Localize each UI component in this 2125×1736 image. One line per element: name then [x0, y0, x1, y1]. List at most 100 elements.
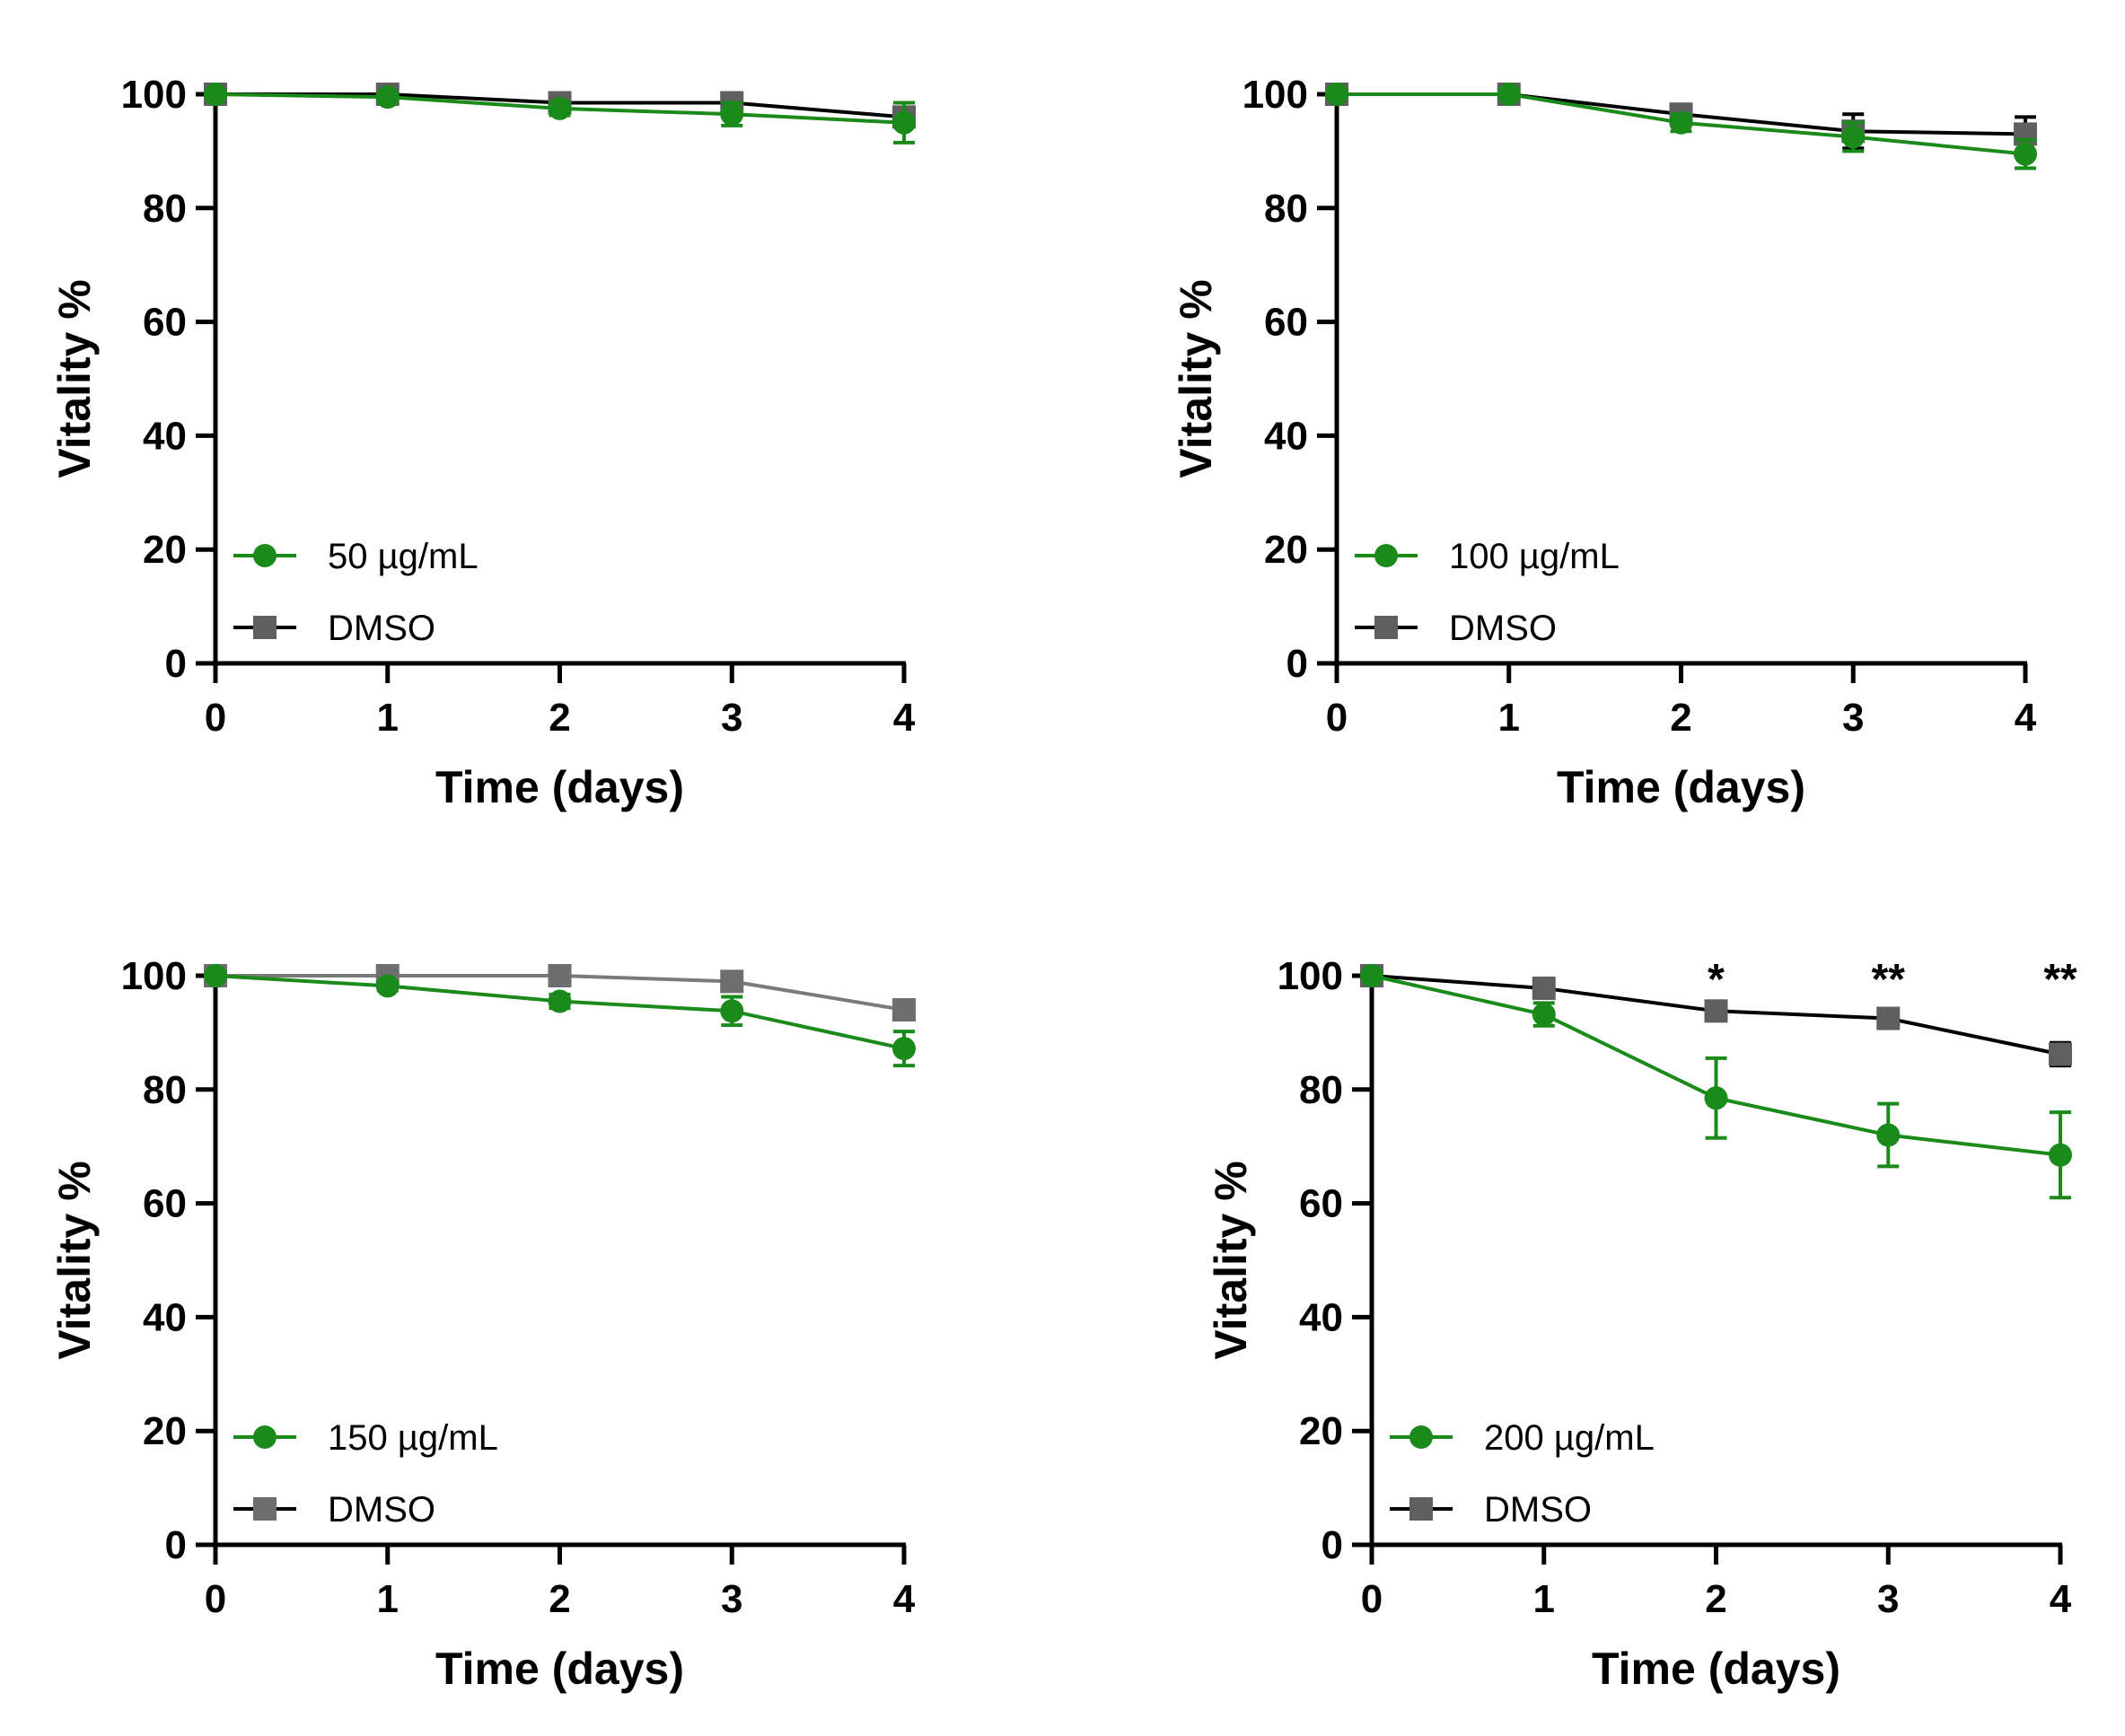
y-axis-title: Vitality %: [1206, 1161, 1256, 1359]
x-axis-title: Time (days): [435, 1644, 684, 1694]
legend-marker-200-g-ml: [1409, 1425, 1433, 1449]
chart-panel-200: 0 20 40 60 80 100 0 1 2 3 4 Time (days) Vitality % 20…: [1062, 868, 2124, 1736]
x-tick-label-1: 1: [377, 696, 399, 740]
x-tick-label-1: 1: [1498, 696, 1520, 740]
data-point-100-g-ml-2: [1669, 110, 1693, 135]
data-point-dmso-3: [720, 969, 744, 994]
y-tick-label-100: 100: [1278, 954, 1343, 998]
legend-label-dmso: DMSO: [328, 609, 435, 648]
y-tick-label-80: 80: [143, 1068, 187, 1112]
x-tick-label-1: 1: [377, 1577, 399, 1621]
y-tick-label-0: 0: [1322, 1523, 1343, 1567]
legend-marker-dmso: [253, 616, 277, 639]
legend-label-dmso: DMSO: [1449, 609, 1557, 648]
legend-label-50-g-ml: 50 µg/mL: [328, 537, 479, 576]
x-tick-label-2: 2: [549, 1577, 570, 1621]
x-tick-label-4: 4: [2050, 1577, 2072, 1621]
legend-marker-50-g-ml: [253, 544, 277, 567]
data-point-dmso-4: [892, 998, 916, 1022]
legend-label-dmso: DMSO: [328, 1490, 435, 1530]
data-point-dmso-2: [548, 964, 572, 987]
chart-panel-100: 0 20 40 60 80 100 0 1 2 3 4 Time (days) Vitality % 10…: [1062, 0, 2124, 868]
y-tick-label-40: 40: [143, 414, 187, 458]
chart-panel-50: 0 20 40 60 80 100 0 1 2 3 4 Time (days) Vitality % 50…: [0, 0, 1062, 868]
data-point-50-g-ml-3: [720, 102, 744, 127]
x-tick-label-4: 4: [893, 1577, 916, 1621]
y-tick-label-60: 60: [1264, 301, 1308, 345]
x-tick-label-0: 0: [1326, 696, 1348, 740]
y-axis-title: Vitality %: [1171, 279, 1221, 478]
data-point-150-g-ml-4: [892, 1037, 916, 1061]
chart-svg-100: 0 20 40 60 80 100 0 1 2 3 4 Time (days) Vitality % 10…: [1171, 73, 2037, 812]
data-point-150-g-ml-0: [204, 964, 227, 987]
y-axis-title: Vitality %: [49, 279, 100, 478]
chart-svg-200: 0 20 40 60 80 100 0 1 2 3 4 Time (days) Vitality % 20…: [1206, 954, 2077, 1694]
x-tick-label-2: 2: [1705, 1577, 1726, 1621]
y-tick-label-80: 80: [1299, 1068, 1343, 1112]
x-tick-label-0: 0: [205, 696, 226, 740]
y-tick-label-20: 20: [143, 1409, 187, 1453]
legend-marker-dmso: [1409, 1497, 1433, 1521]
x-tick-label-0: 0: [1361, 1577, 1383, 1621]
data-point-100-g-ml-0: [1325, 83, 1348, 106]
y-tick-label-0: 0: [1286, 642, 1308, 686]
y-tick-label-40: 40: [143, 1295, 187, 1339]
x-tick-label-0: 0: [205, 1577, 226, 1621]
data-point-dmso-3: [1876, 1006, 1901, 1030]
legend-marker-dmso: [1374, 616, 1398, 639]
data-point-100-g-ml-3: [1841, 125, 1866, 149]
x-axis-title: Time (days): [1557, 762, 1805, 812]
x-tick-label-2: 2: [1670, 696, 1691, 740]
x-tick-label-4: 4: [2015, 696, 2037, 740]
data-point-200-g-ml-3: [1876, 1123, 1901, 1147]
data-point-200-g-ml-2: [1704, 1086, 1728, 1110]
legend-label-200-g-ml: 200 µg/mL: [1484, 1418, 1655, 1458]
y-tick-label-20: 20: [1264, 528, 1308, 572]
chart-svg-150: 0 20 40 60 80 100 0 1 2 3 4 Time (days) Vitality % 15…: [49, 954, 916, 1694]
y-tick-label-100: 100: [121, 73, 187, 117]
x-tick-label-1: 1: [1533, 1577, 1555, 1621]
chart-svg-50: 0 20 40 60 80 100 0 1 2 3 4 Time (days) Vitality % 50…: [49, 73, 916, 812]
y-tick-label-80: 80: [143, 187, 187, 231]
y-tick-label-40: 40: [1299, 1295, 1343, 1339]
x-axis-title: Time (days): [435, 762, 684, 812]
legend-label-150-g-ml: 150 µg/mL: [328, 1418, 498, 1458]
data-point-dmso-1: [1532, 976, 1556, 1000]
significance-marker-day-2: *: [1708, 956, 1725, 1004]
y-tick-label-0: 0: [165, 1523, 187, 1567]
x-tick-label-2: 2: [549, 696, 570, 740]
x-axis-title: Time (days): [1592, 1644, 1840, 1694]
data-point-150-g-ml-3: [720, 999, 744, 1023]
significance-marker-day-4: **: [2043, 956, 2077, 1004]
data-point-150-g-ml-1: [375, 974, 400, 998]
data-point-50-g-ml-1: [375, 85, 400, 110]
data-point-150-g-ml-2: [548, 989, 572, 1013]
data-point-100-g-ml-1: [1497, 83, 1521, 106]
chart-panel-150: 0 20 40 60 80 100 0 1 2 3 4 Time (days) Vitality % 15…: [0, 868, 1062, 1736]
y-tick-label-100: 100: [1243, 73, 1308, 117]
y-tick-label-60: 60: [143, 1182, 187, 1226]
data-point-50-g-ml-0: [204, 83, 227, 106]
x-tick-label-3: 3: [1877, 1577, 1899, 1621]
y-tick-label-0: 0: [165, 642, 187, 686]
y-tick-label-60: 60: [143, 301, 187, 345]
legend-marker-dmso: [253, 1497, 277, 1521]
data-point-50-g-ml-2: [548, 96, 572, 120]
y-axis-title: Vitality %: [49, 1161, 100, 1359]
legend-label-dmso: DMSO: [1484, 1490, 1592, 1530]
data-point-dmso-2: [1704, 999, 1728, 1023]
data-point-dmso-4: [2049, 1042, 2072, 1066]
significance-marker-day-3: **: [1872, 956, 1906, 1004]
legend-marker-150-g-ml: [253, 1425, 277, 1449]
legend-label-100-g-ml: 100 µg/mL: [1449, 537, 1620, 576]
x-tick-label-3: 3: [1842, 696, 1864, 740]
data-point-200-g-ml-0: [1360, 964, 1383, 987]
data-point-200-g-ml-4: [2049, 1143, 2072, 1167]
y-tick-label-20: 20: [1299, 1409, 1343, 1453]
y-tick-label-100: 100: [121, 954, 187, 998]
x-tick-label-4: 4: [893, 696, 916, 740]
y-tick-label-60: 60: [1299, 1182, 1343, 1226]
x-tick-label-3: 3: [721, 1577, 742, 1621]
data-point-200-g-ml-1: [1532, 1003, 1556, 1027]
